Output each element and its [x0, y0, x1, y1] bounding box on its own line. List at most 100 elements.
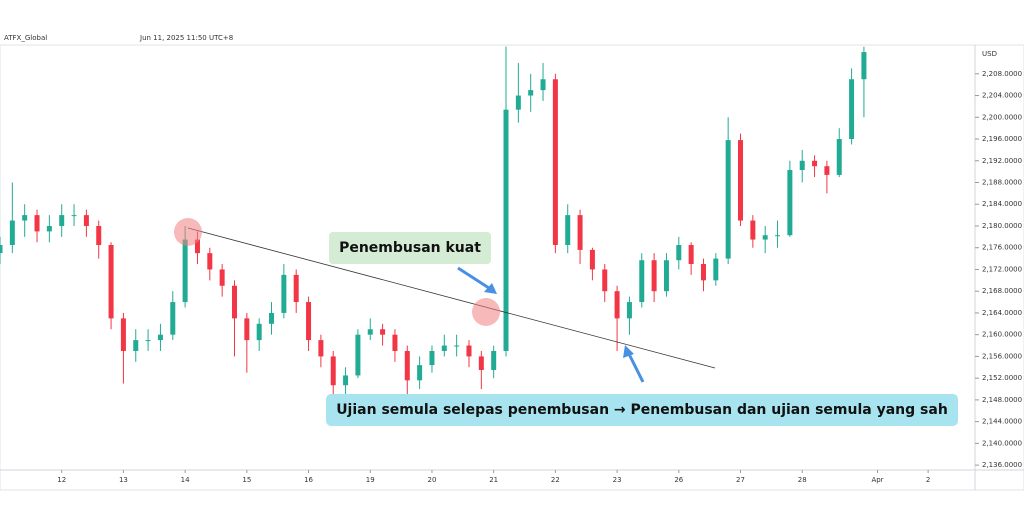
candle-body: [577, 215, 583, 250]
y-tick-label: 2,144.0000: [982, 418, 1022, 426]
candle-body: [836, 139, 842, 175]
candle-body: [269, 312, 275, 324]
source: ATFX_Global: [4, 34, 47, 42]
candle-body: [602, 269, 608, 292]
y-tick-label: 2,208.0000: [982, 70, 1022, 78]
candle-body: [528, 90, 534, 96]
annotation: Ujian semula selepas penembusan → Penemb…: [336, 402, 948, 418]
candle-body: [318, 340, 324, 357]
candle-body: [46, 225, 52, 232]
x-tick-label: 14: [181, 476, 190, 484]
candle-body: [626, 302, 632, 319]
candle-body: [799, 160, 805, 170]
y-tick-label: 2,164.0000: [982, 309, 1022, 317]
candle-body: [355, 334, 361, 376]
y-tick-label: 2,184.0000: [982, 200, 1022, 208]
candle-body: [849, 79, 855, 140]
x-tick-label: 23: [613, 476, 622, 484]
candle-body: [367, 329, 373, 335]
candle-body: [725, 140, 731, 259]
x-tick-label: 21: [489, 476, 498, 484]
timestamp: Jun 11, 2025 11:50 UTC+8: [139, 34, 233, 42]
candle-body: [306, 302, 312, 341]
x-tick-label: 26: [674, 476, 683, 484]
currency: USD: [982, 50, 997, 58]
highlight: [174, 218, 202, 246]
y-tick-label: 2,188.0000: [982, 179, 1022, 187]
candle-body: [515, 95, 521, 110]
candle-body: [293, 274, 299, 303]
candle-body: [663, 260, 669, 292]
y-tick-label: 2,204.0000: [982, 92, 1022, 100]
candle-body: [256, 323, 262, 341]
y-tick-label: 2,140.0000: [982, 439, 1022, 447]
arrow: [626, 351, 645, 383]
candles: [0, 46, 867, 400]
x-tick-label: 28: [798, 476, 807, 484]
highlight: [472, 298, 500, 326]
candle-body: [713, 258, 719, 281]
candle-body: [59, 215, 65, 226]
candle-body: [71, 215, 77, 217]
candle-body: [466, 345, 472, 357]
candle-body: [120, 318, 126, 351]
candle-body: [552, 79, 558, 245]
candle-body: [22, 215, 28, 221]
candle-body: [96, 225, 102, 245]
arrow-head: [623, 345, 634, 358]
candle-body: [392, 334, 398, 351]
y-tick-label: 2,172.0000: [982, 265, 1022, 273]
candle-body: [478, 356, 484, 370]
candle-body: [812, 160, 818, 167]
y-tick-label: 2,196.0000: [982, 135, 1022, 143]
candle-body: [688, 245, 694, 265]
candle-body: [454, 345, 460, 347]
candle-body: [194, 239, 200, 254]
candle-body: [34, 215, 40, 232]
candle-body: [503, 109, 509, 351]
trendline: [187, 227, 716, 369]
candle-body: [429, 350, 435, 366]
candle-body: [614, 291, 620, 319]
x-tick-label: 22: [551, 476, 560, 484]
annotation: Penembusan kuat: [339, 240, 481, 256]
x-tick-label: 12: [57, 476, 66, 484]
candle-body: [491, 350, 497, 370]
y-tick-label: 2,156.0000: [982, 352, 1022, 360]
x-tick-label: 13: [119, 476, 128, 484]
candle-body: [207, 253, 213, 270]
y-tick-label: 2,192.0000: [982, 157, 1022, 165]
candle-body: [738, 140, 744, 221]
y-tick-label: 2,160.0000: [982, 331, 1022, 339]
candle-body: [824, 166, 830, 175]
candle-body: [281, 274, 287, 313]
annotation-box: [326, 394, 958, 426]
candle-body: [170, 302, 176, 335]
candle-body: [639, 260, 645, 303]
y-tick-label: 2,152.0000: [982, 374, 1022, 382]
candle-body: [219, 269, 225, 286]
y-tick-label: 2,176.0000: [982, 244, 1022, 252]
candle-body: [244, 318, 250, 341]
candle-body: [231, 285, 237, 319]
candle-body: [380, 329, 386, 335]
candle-body: [565, 215, 571, 245]
candle-body: [700, 264, 706, 281]
candle-body: [787, 170, 793, 236]
candle-body: [0, 245, 3, 254]
candle-body: [404, 350, 410, 381]
y-tick-label: 2,136.0000: [982, 461, 1022, 469]
x-tick-label: 16: [304, 476, 313, 484]
candle-body: [330, 356, 336, 386]
x-tick-label: 15: [242, 476, 251, 484]
x-tick-label: Apr: [871, 476, 883, 484]
candle-body: [157, 334, 163, 341]
candle-body: [861, 52, 867, 80]
y-tick-label: 2,200.0000: [982, 113, 1022, 121]
candle-body: [762, 235, 768, 240]
candle-body: [750, 220, 756, 240]
candle-body: [343, 375, 349, 386]
candle-body: [182, 239, 188, 303]
candle-body: [651, 260, 657, 292]
